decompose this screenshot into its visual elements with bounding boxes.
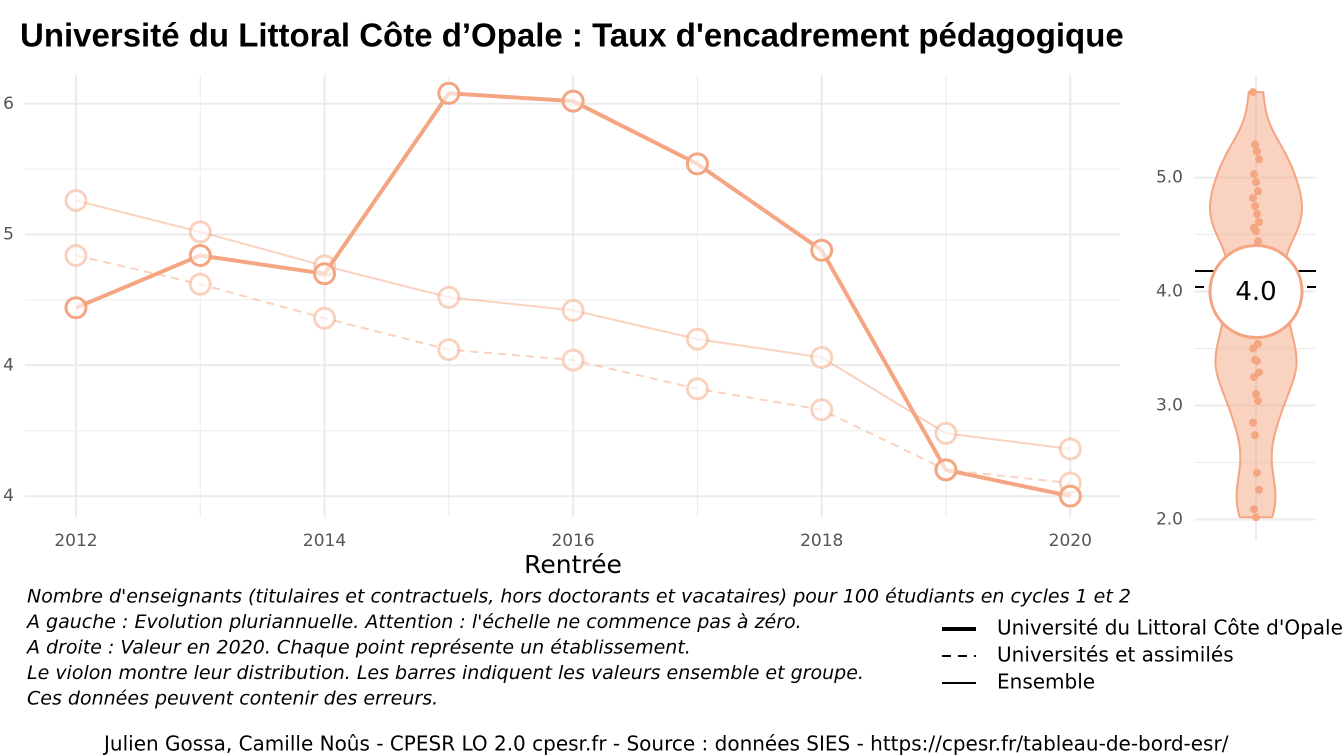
value-marker	[1208, 244, 1304, 340]
point	[561, 89, 585, 113]
y-tick-label: 5	[3, 225, 14, 245]
y-tick-label: 4	[3, 355, 14, 375]
chart-title: Université du Littoral Côte d’Opale : Ta…	[20, 17, 1124, 54]
point	[685, 377, 709, 401]
y-tick-label: 3.0	[1156, 396, 1183, 416]
caption-line: A droite : Valeur en 2020. Chaque point …	[25, 637, 691, 659]
point	[188, 243, 212, 267]
x-tick-label: 2018	[800, 531, 843, 551]
x-tick-label: 2016	[551, 531, 594, 551]
point	[810, 398, 834, 422]
point	[1250, 505, 1258, 514]
point	[1249, 418, 1257, 427]
caption-line: Nombre d'enseignants (titulaires et cont…	[27, 586, 1131, 608]
value-label: 4.0	[1235, 277, 1276, 307]
point	[1249, 88, 1257, 97]
point	[1058, 437, 1082, 461]
point	[1255, 155, 1263, 164]
y-tick-label: 2.0	[1156, 509, 1183, 529]
legend-label: Ensemble	[997, 670, 1095, 694]
point	[561, 348, 585, 372]
point	[1250, 170, 1258, 179]
point	[1252, 227, 1260, 236]
point	[437, 81, 461, 105]
point	[1250, 373, 1258, 382]
point	[1252, 513, 1260, 522]
point	[1254, 237, 1262, 246]
point	[1251, 431, 1259, 440]
point	[1252, 390, 1260, 399]
point	[437, 285, 461, 309]
point	[437, 338, 461, 362]
point	[188, 220, 212, 244]
x-tick-label: 2014	[303, 531, 346, 551]
legend-label: Universités et assimilés	[997, 643, 1234, 667]
point	[64, 296, 88, 320]
point	[313, 306, 337, 330]
point	[934, 458, 958, 482]
point	[1251, 140, 1259, 149]
point	[1255, 485, 1263, 494]
point	[1253, 147, 1261, 156]
point	[1255, 218, 1263, 227]
point	[1249, 194, 1257, 203]
x-tick-label: 2012	[54, 531, 97, 551]
x-tick-label: 2020	[1049, 531, 1092, 551]
point	[1254, 396, 1262, 405]
point	[685, 327, 709, 351]
point	[188, 272, 212, 296]
point	[1058, 484, 1082, 508]
point	[1253, 468, 1261, 477]
point	[1249, 344, 1257, 353]
y-tick-label: 6	[3, 94, 14, 114]
x-axis-label: Rentrée	[524, 550, 622, 579]
point	[810, 345, 834, 369]
caption-line: Ces données peuvent contenir des erreurs…	[27, 688, 438, 710]
point	[561, 298, 585, 322]
point	[313, 262, 337, 286]
point	[1254, 187, 1262, 196]
source: Julien Gossa, Camille Noûs - CPESR LO 2.…	[102, 732, 1229, 756]
point	[1252, 178, 1260, 187]
y-tick-label: 4.0	[1156, 282, 1183, 302]
caption-line: Le violon montre leur distribution. Les …	[27, 662, 864, 684]
point	[1253, 210, 1261, 219]
point	[64, 189, 88, 213]
point	[64, 243, 88, 267]
point	[1253, 357, 1261, 366]
caption-line: A gauche : Evolution pluriannuelle. Atte…	[25, 611, 802, 633]
point	[1251, 202, 1259, 211]
point	[934, 421, 958, 445]
y-tick-label: 5.0	[1156, 168, 1183, 188]
legend-label: Université du Littoral Côte d'Opale	[997, 616, 1343, 640]
point	[685, 152, 709, 176]
point	[810, 238, 834, 262]
y-tick-label: 4	[3, 486, 14, 506]
